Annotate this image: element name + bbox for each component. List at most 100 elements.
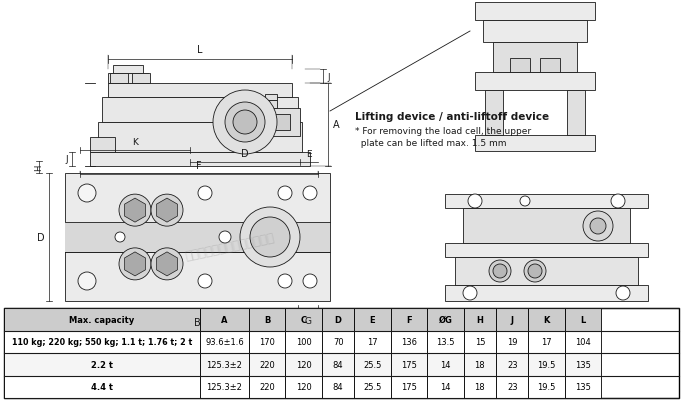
Text: K: K <box>544 315 550 324</box>
Circle shape <box>78 184 96 203</box>
Bar <box>249 353 285 376</box>
Bar <box>322 376 354 398</box>
Text: plate can be lifted max. 1.5 mm: plate can be lifted max. 1.5 mm <box>355 139 507 148</box>
Bar <box>485 91 503 136</box>
Text: 18: 18 <box>475 382 485 391</box>
Text: 220: 220 <box>260 360 275 369</box>
Bar <box>285 331 322 353</box>
Text: 18: 18 <box>475 360 485 369</box>
Circle shape <box>161 205 173 217</box>
Bar <box>285 308 322 331</box>
Bar <box>496 353 529 376</box>
Text: 14: 14 <box>441 382 451 391</box>
Text: B: B <box>264 315 270 324</box>
Text: G: G <box>305 316 311 325</box>
Bar <box>108 74 148 84</box>
Bar <box>65 222 330 253</box>
Text: C: C <box>301 315 307 324</box>
Text: L: L <box>581 315 586 324</box>
Circle shape <box>129 258 141 270</box>
Text: 13.5: 13.5 <box>436 337 455 346</box>
Bar <box>199 308 249 331</box>
Bar <box>249 376 285 398</box>
Bar <box>265 109 300 137</box>
Text: J: J <box>511 315 514 324</box>
Bar <box>496 376 529 398</box>
Text: 70: 70 <box>333 337 344 346</box>
Bar <box>285 353 322 376</box>
Bar <box>65 174 330 301</box>
Bar <box>496 308 529 331</box>
Text: 100: 100 <box>296 337 311 346</box>
Bar <box>354 376 391 398</box>
Bar <box>529 331 565 353</box>
Bar <box>113 66 143 74</box>
Bar <box>529 308 565 331</box>
Text: 120: 120 <box>296 360 311 369</box>
Bar <box>529 376 565 398</box>
Text: 17: 17 <box>542 337 552 346</box>
Bar <box>483 21 587 43</box>
Bar <box>4 308 199 331</box>
Circle shape <box>278 274 292 288</box>
Bar <box>391 353 428 376</box>
Text: H: H <box>477 315 484 324</box>
Circle shape <box>590 219 606 235</box>
Text: 14: 14 <box>441 360 451 369</box>
Text: 84: 84 <box>333 360 344 369</box>
Text: 175: 175 <box>401 382 417 391</box>
Bar <box>285 376 322 398</box>
Bar <box>391 308 428 331</box>
Bar <box>464 353 496 376</box>
Bar <box>391 331 428 353</box>
Bar <box>475 73 595 91</box>
Text: 110 kg; 220 kg; 550 kg; 1.1 t; 1.76 t; 2 t: 110 kg; 220 kg; 550 kg; 1.1 t; 1.76 t; 2… <box>12 337 192 346</box>
Bar <box>428 376 464 398</box>
Circle shape <box>213 91 277 155</box>
Circle shape <box>489 260 511 282</box>
Text: 136: 136 <box>401 337 417 346</box>
Bar <box>322 308 354 331</box>
Bar <box>4 308 679 398</box>
Bar <box>249 308 285 331</box>
Circle shape <box>119 248 151 280</box>
Bar <box>90 138 115 153</box>
Circle shape <box>119 194 151 227</box>
Bar <box>322 331 354 353</box>
Bar <box>463 209 630 243</box>
Text: 19.5: 19.5 <box>538 382 556 391</box>
Text: 19: 19 <box>507 337 518 346</box>
Text: A: A <box>221 315 227 324</box>
Circle shape <box>151 194 183 227</box>
Bar <box>464 331 496 353</box>
Bar <box>493 43 577 73</box>
Bar <box>354 308 391 331</box>
Circle shape <box>233 111 257 135</box>
Bar <box>354 331 391 353</box>
Bar <box>249 331 285 353</box>
Text: 23: 23 <box>507 382 518 391</box>
Bar <box>4 376 199 398</box>
Bar <box>496 331 529 353</box>
Text: 170: 170 <box>260 337 275 346</box>
Text: B: B <box>194 317 201 327</box>
Circle shape <box>528 264 542 278</box>
Text: 19.5: 19.5 <box>538 360 556 369</box>
Text: 93.6±1.6: 93.6±1.6 <box>205 337 244 346</box>
Text: 135: 135 <box>575 382 591 391</box>
Circle shape <box>616 286 630 300</box>
Circle shape <box>250 217 290 257</box>
Text: F: F <box>196 160 201 170</box>
Text: Lifting device / anti-liftoff device: Lifting device / anti-liftoff device <box>355 112 549 122</box>
Text: L: L <box>197 45 203 55</box>
Circle shape <box>611 194 625 209</box>
Bar <box>475 3 595 21</box>
Circle shape <box>303 274 317 288</box>
Bar <box>510 59 530 73</box>
Bar <box>108 84 292 98</box>
Text: 15: 15 <box>475 337 485 346</box>
Bar <box>428 331 464 353</box>
Circle shape <box>225 103 265 143</box>
Bar <box>199 353 249 376</box>
Circle shape <box>583 211 613 241</box>
